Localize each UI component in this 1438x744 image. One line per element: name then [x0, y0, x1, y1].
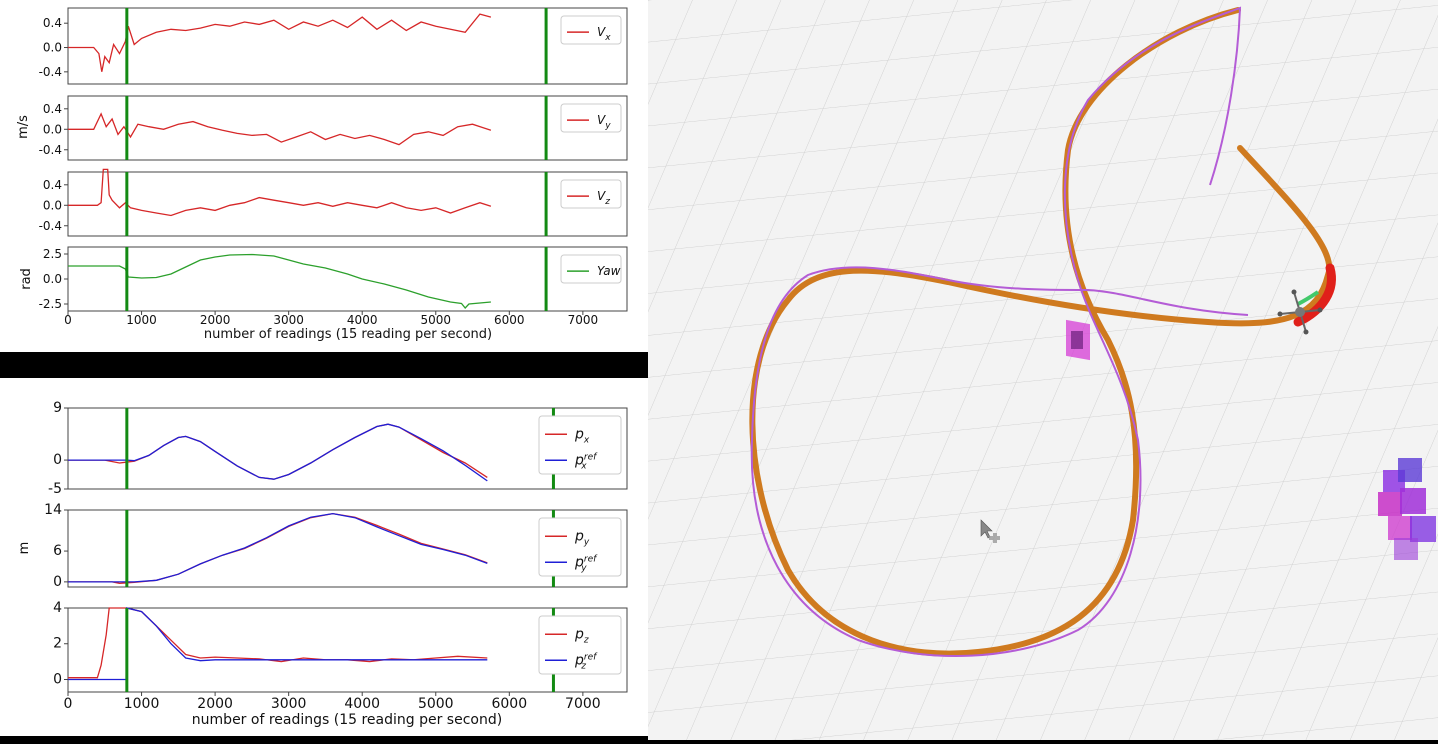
x-tick-label: 7000	[568, 313, 599, 327]
y-tick-label: 2	[53, 636, 62, 652]
drone-icon[interactable]	[1277, 289, 1323, 335]
series-line-Vz	[68, 168, 492, 217]
series-line-Vy	[68, 112, 492, 146]
legend-label-Vx: Vx	[597, 25, 611, 43]
x-tick-label: 6000	[494, 313, 525, 327]
velocity-yaw-figure: 0.4 0.0 -0.4 0.4 0.0 -0.4 0.4 0.0 -0.4 2.5 0.0 -2.5…	[0, 0, 648, 352]
x-tick-label: 4000	[344, 696, 380, 712]
recent-trajectory-segment	[1293, 263, 1336, 327]
scene-canvas[interactable]	[648, 0, 1438, 740]
legend-box	[538, 615, 622, 675]
legend-box	[560, 179, 622, 209]
x-tick-label: 5000	[418, 696, 454, 712]
actual-trajectory	[750, 6, 1249, 658]
series-line-pyref	[68, 512, 488, 583]
y-tick-label: -0.4	[39, 65, 62, 79]
y-tick-label: 0.0	[43, 198, 62, 212]
y-tick-label: -2.5	[39, 297, 62, 311]
legend-label-pxref: pref x	[574, 452, 598, 471]
y-tick-label: 0.4	[43, 102, 62, 116]
series-line-px	[68, 423, 488, 480]
subplot-frame	[67, 7, 628, 85]
position-xlabel: number of readings (15 reading per secon…	[192, 712, 502, 728]
series-line-py	[68, 512, 488, 585]
green-trajectory-segment	[1297, 290, 1320, 306]
x-tick-label: 4000	[347, 313, 378, 327]
y-tick-label: 0.0	[43, 41, 62, 55]
x-tick-label: 5000	[420, 313, 451, 327]
y-tick-label: 0.4	[43, 178, 62, 192]
series-line-pzref	[68, 607, 488, 681]
position-figure: 9 0 -5 14 6 0 4 2 0 0 1000 2000 3000 4000 5000 6000 7000…	[0, 378, 650, 736]
y-tick-label: -0.4	[39, 219, 62, 233]
series-line-Vx	[68, 13, 492, 72]
series-line-pz	[68, 607, 488, 679]
reference-trajectory	[749, 7, 1333, 657]
legend-label-px: px	[574, 426, 590, 445]
x-tick-label: 2000	[197, 696, 233, 712]
legend-label-Yaw: Yaw	[597, 264, 621, 278]
y-tick-label: 0	[53, 574, 62, 590]
legend-box	[560, 254, 622, 284]
yaw-ylabel: rad	[19, 268, 34, 290]
y-tick-label: 14	[44, 502, 62, 518]
legend-box	[560, 103, 622, 133]
series-line-pxref	[68, 423, 488, 482]
x-tick-label: 1000	[124, 696, 160, 712]
subplot-frame	[67, 407, 628, 490]
x-tick-label: 2000	[200, 313, 231, 327]
y-tick-label: 4	[53, 600, 62, 616]
y-tick-label: 2.5	[43, 247, 62, 261]
x-tick-label: 3000	[273, 313, 304, 327]
trajectory-3d-view[interactable]	[648, 0, 1438, 740]
floor-grid	[648, 0, 1438, 740]
legend-label-pz: pz	[574, 626, 589, 645]
x-tick-label: 1000	[126, 313, 157, 327]
legend-box	[538, 415, 622, 475]
legend-box	[560, 15, 622, 45]
subplot-frame	[67, 171, 628, 237]
y-tick-label: 0	[53, 452, 62, 468]
y-tick-label: 0.0	[43, 122, 62, 136]
x-tick-label: 6000	[491, 696, 527, 712]
x-tick-label: 0	[64, 313, 72, 327]
velocity-yaw-plot: 0.4 0.0 -0.4 0.4 0.0 -0.4 0.4 0.0 -0.4 2.5 0.0 -2.5…	[16, 7, 628, 342]
obstacle-near	[1066, 319, 1090, 361]
subplot-frame	[67, 607, 628, 693]
y-tick-label: 6	[53, 543, 62, 559]
y-tick-label: 0	[53, 671, 62, 687]
velocity-ylabel: m/s	[16, 115, 31, 139]
subplot-frame	[67, 95, 628, 161]
legend-label-pzref: pref z	[574, 652, 598, 671]
position-ylabel: m	[17, 542, 32, 555]
y-tick-label: 9	[53, 400, 62, 416]
y-tick-label: -0.4	[39, 143, 62, 157]
velocity-xlabel: number of readings (15 reading per secon…	[204, 327, 492, 342]
subplot-frame	[67, 246, 628, 312]
series-line-Yaw	[68, 253, 491, 309]
legend-label-pyref: pref y	[574, 554, 598, 573]
subplot-frame	[67, 509, 628, 588]
mouse-cursor-icon	[980, 519, 1000, 543]
legend-label-Vy: Vy	[597, 113, 611, 131]
x-tick-label: 0	[64, 696, 73, 712]
x-tick-label: 7000	[565, 696, 601, 712]
y-tick-label: 0.0	[43, 272, 62, 286]
legend-label-py: py	[574, 528, 590, 547]
y-tick-label: -5	[48, 481, 62, 497]
y-tick-label: 0.4	[43, 16, 62, 30]
legend-label-Vz: Vz	[597, 189, 610, 207]
obstacle-far	[1378, 458, 1436, 560]
legend-box	[538, 517, 622, 577]
x-tick-label: 3000	[271, 696, 307, 712]
